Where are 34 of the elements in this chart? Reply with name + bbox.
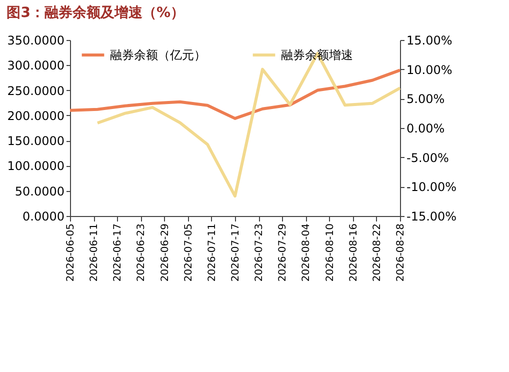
y2-tick-label: 10.00%	[406, 62, 452, 77]
y-tick-label: 50.0000	[14, 184, 64, 198]
legend-label: 融券余额（亿元）	[110, 48, 206, 62]
y-tick-label: 0.0000	[22, 210, 64, 224]
x-tick-label: 2026-06-23	[136, 224, 148, 282]
y2-tick-label: 15.00%	[406, 34, 452, 48]
x-tick-label: 2026-08-16	[348, 224, 360, 282]
x-tick-label: 2026-06-05	[66, 224, 76, 282]
x-tick-label: 2026-08-10	[324, 224, 336, 282]
y2-tick-label: 0.00%	[406, 122, 445, 136]
y-tick-label: 250.0000	[7, 84, 64, 98]
x-tick-label: 2026-07-29	[278, 224, 289, 282]
x-tick-label: 2026-06-11	[89, 224, 100, 282]
y2-tick-label: -15.00%	[406, 210, 457, 224]
x-tick-label: 2026-07-11	[206, 224, 218, 282]
y2-tick-label: -5.00%	[406, 150, 449, 165]
x-tick-label: 2026-07-23	[254, 224, 266, 282]
y2-tick-label: -10.00%	[406, 180, 457, 194]
y-tick-label: 150.0000	[7, 134, 64, 148]
y-tick-label: 100.0000	[7, 159, 64, 174]
x-tick-label: 2026-07-05	[183, 224, 194, 282]
y-tick-label: 350.0000	[7, 34, 64, 48]
x-tick-label: 2026-08-04	[301, 224, 312, 282]
y-tick-label: 200.0000	[7, 108, 64, 123]
x-tick-label: 2026-07-17	[230, 224, 242, 282]
x-tick-label: 2026-08-22	[372, 224, 383, 282]
legend-label: 融券余额增速	[281, 48, 353, 62]
x-tick-label: 2026-08-28	[396, 224, 406, 282]
y2-tick-label: 5.00%	[406, 92, 445, 106]
y-tick-label: 300.0000	[7, 58, 64, 73]
x-tick-label: 2026-06-29	[160, 224, 171, 282]
line-series	[68, 68, 402, 120]
chart-title: 图3：融券余额及增速（%）	[6, 4, 185, 21]
x-tick-label: 2026-06-17	[112, 224, 124, 282]
